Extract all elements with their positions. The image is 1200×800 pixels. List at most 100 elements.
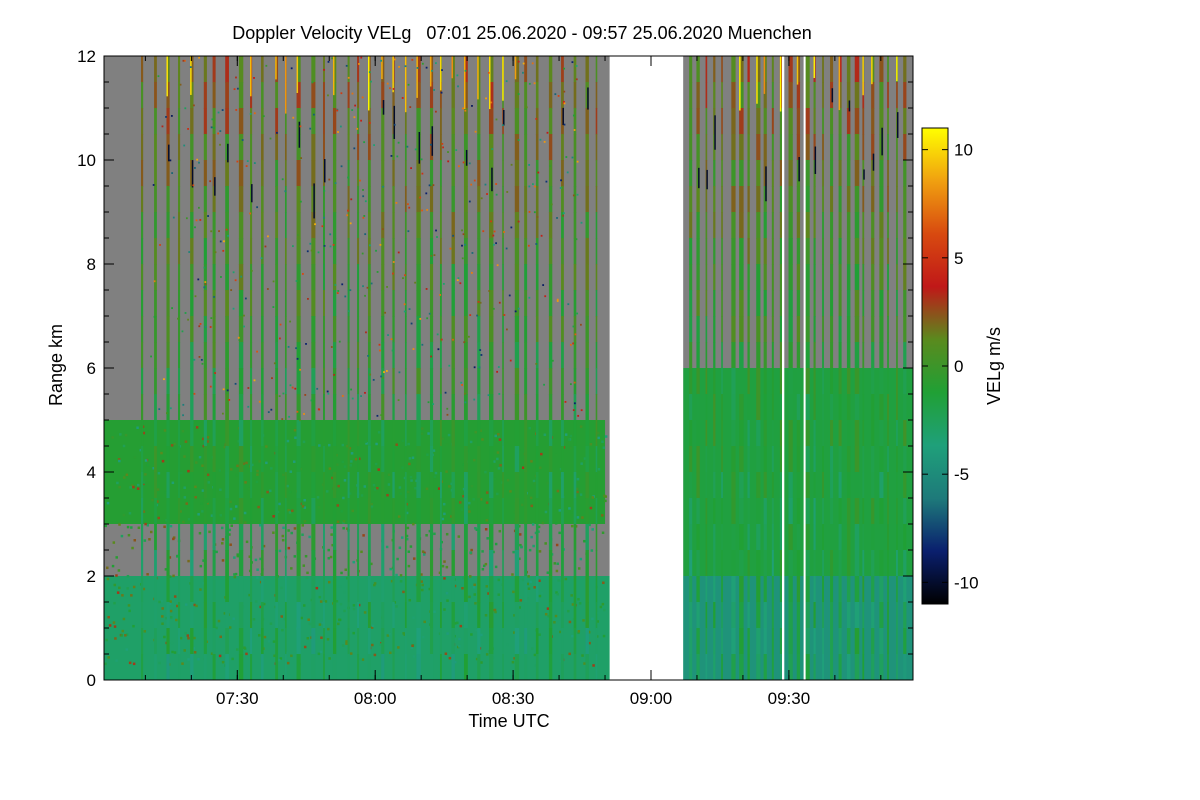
noise-pixel: [363, 141, 366, 144]
streak-segment: [416, 238, 421, 265]
streak-segment: [357, 82, 360, 109]
speckle: [262, 602, 266, 606]
streak-segment: [830, 186, 834, 213]
noise-pixel: [414, 148, 417, 151]
speckle: [228, 533, 231, 536]
streak-segment: [367, 472, 371, 499]
streak-segment: [284, 472, 287, 499]
streak-segment: [392, 264, 395, 291]
noise-pixel: [290, 67, 293, 70]
streak-segment: [323, 186, 325, 213]
speckle: [370, 502, 374, 506]
noise-pixel: [448, 364, 451, 367]
streak-segment: [225, 472, 229, 499]
streak-segment: [771, 160, 774, 187]
streak-dark: [418, 131, 421, 164]
streak-segment: [731, 134, 736, 161]
speckle: [291, 509, 294, 513]
speckle: [441, 564, 445, 568]
speckle: [581, 516, 584, 519]
speckle: [433, 532, 436, 536]
noise-pixel: [439, 294, 442, 296]
streak-dark: [831, 88, 834, 103]
streak-segment: [524, 82, 528, 109]
streak-segment: [871, 498, 875, 525]
streak-segment: [813, 550, 816, 577]
noise-pixel: [281, 178, 284, 181]
speckle: [406, 490, 410, 494]
streak-segment: [879, 56, 884, 83]
speckle: [597, 467, 601, 471]
streak-segment: [896, 238, 898, 265]
noise-pixel: [276, 257, 278, 260]
noise-pixel: [378, 343, 381, 346]
streak-segment: [463, 264, 468, 291]
speckle: [172, 537, 175, 541]
speckle: [301, 533, 304, 536]
streak-segment: [212, 316, 216, 343]
streak-segment: [903, 238, 907, 265]
colorbar-tick-label: 5: [954, 249, 963, 268]
streak-segment: [250, 472, 253, 499]
speckle: [484, 528, 488, 531]
speckle: [530, 535, 533, 539]
streak-segment: [514, 628, 520, 655]
streak-segment: [261, 446, 264, 473]
streak-segment: [813, 524, 816, 551]
streak-segment: [463, 56, 468, 83]
noise-pixel: [194, 226, 196, 229]
streak-segment: [141, 108, 144, 135]
speckle: [552, 512, 555, 515]
streak-segment: [573, 446, 577, 473]
streak-segment: [514, 654, 520, 680]
speckle: [520, 545, 523, 549]
streak-segment: [887, 498, 889, 525]
streak-segment: [392, 134, 395, 161]
noise-pixel: [212, 126, 215, 129]
noise-pixel: [404, 65, 407, 68]
streak-segment: [903, 654, 907, 680]
noise-pixel: [299, 200, 302, 203]
speckle: [438, 571, 442, 575]
speckle: [221, 660, 225, 664]
streak-segment: [190, 316, 194, 343]
streak-segment: [595, 186, 598, 213]
streak-segment: [854, 524, 860, 551]
streak-segment: [779, 212, 782, 239]
noise-pixel: [569, 343, 572, 346]
streak-segment: [756, 82, 761, 109]
streak-segment: [524, 238, 528, 265]
speckle: [402, 590, 405, 594]
speckle: [286, 500, 289, 503]
streak-segment: [721, 446, 723, 473]
streak-segment: [846, 524, 851, 551]
speckle: [283, 617, 287, 621]
x-axis-label: Time UTC: [468, 711, 549, 731]
data-gap: [781, 56, 785, 680]
streak-segment: [830, 420, 834, 447]
streak-segment: [275, 446, 279, 473]
speckle: [492, 550, 495, 554]
streak-segment: [296, 342, 301, 369]
speckle: [126, 587, 129, 590]
noise-pixel: [287, 345, 290, 348]
noise-pixel: [386, 82, 389, 85]
streak-segment: [788, 342, 793, 369]
speckle: [281, 534, 285, 538]
streak-segment: [771, 56, 774, 83]
streak-segment: [585, 186, 589, 213]
streak-segment: [813, 238, 816, 265]
streak-dark: [896, 112, 899, 138]
noise-pixel: [480, 197, 483, 200]
noise-pixel: [353, 116, 356, 119]
streak-segment: [416, 576, 421, 603]
streak-segment: [261, 654, 264, 680]
noise-pixel: [362, 189, 364, 191]
streak-segment: [838, 654, 842, 680]
streak-segment: [463, 316, 468, 343]
streak-segment: [514, 186, 520, 213]
speckle: [370, 504, 374, 507]
streak-segment: [311, 56, 316, 83]
